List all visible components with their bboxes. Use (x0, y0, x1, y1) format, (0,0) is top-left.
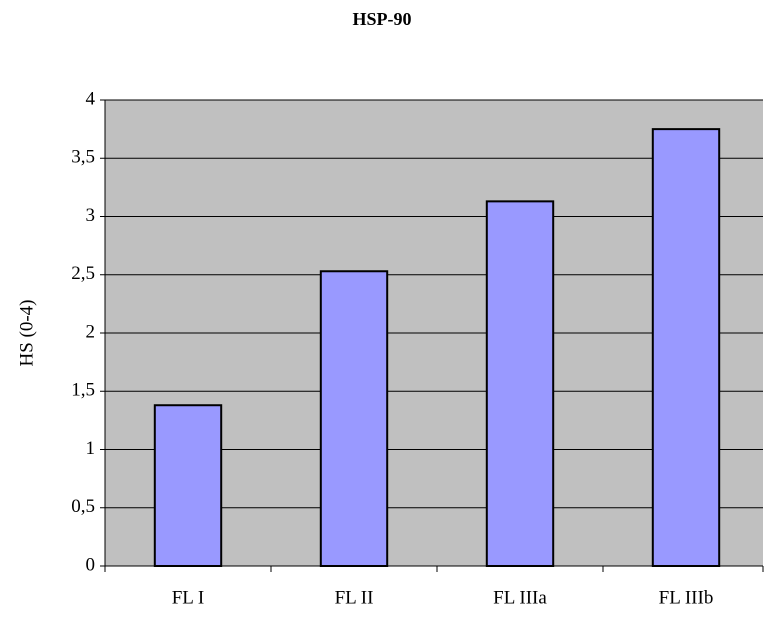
y-tick-label: 3 (86, 205, 96, 226)
x-tick-label: FL I (172, 587, 205, 608)
y-tick-label: 4 (86, 88, 96, 109)
y-axis-label: HS (0-4) (16, 299, 37, 366)
y-tick-label: 0,5 (71, 496, 95, 517)
y-tick-label: 1,5 (71, 380, 95, 401)
y-tick-label: 2 (86, 321, 96, 342)
bar (319, 270, 389, 567)
x-tick-label: FL IIIa (493, 587, 547, 608)
x-tick-label: FL II (335, 587, 374, 608)
bar (651, 128, 721, 567)
y-tick-label: 3,5 (71, 147, 95, 168)
bar (485, 200, 555, 567)
chart-title: HSP-90 (352, 9, 411, 29)
y-tick-label: 0 (86, 554, 96, 575)
y-tick-label: 2,5 (71, 263, 95, 284)
x-tick-label: FL IIIb (659, 587, 714, 608)
y-tick-label: 1 (86, 438, 96, 459)
bar (153, 404, 223, 568)
